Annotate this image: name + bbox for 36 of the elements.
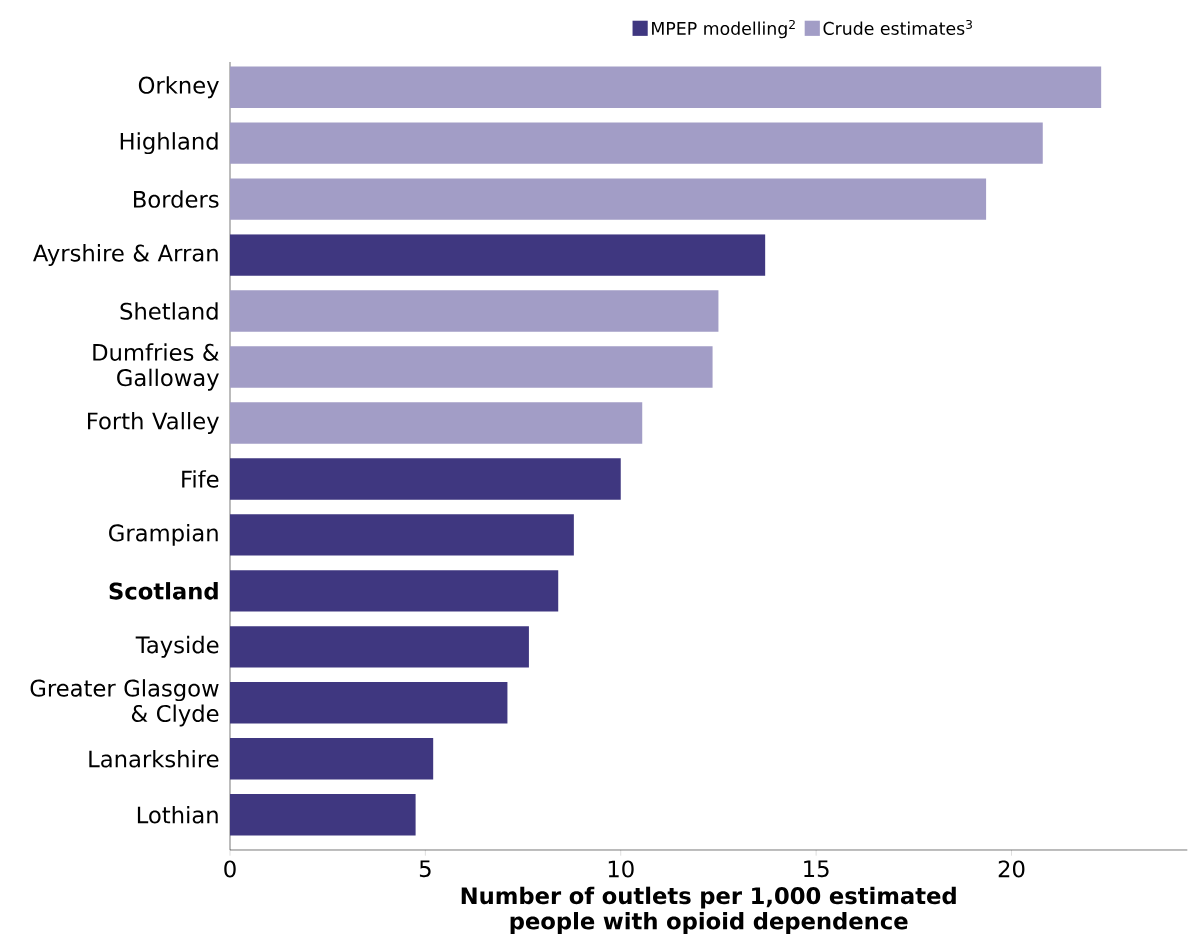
y-tick-label: Lothian [137,805,218,824]
bar [230,66,1102,108]
bar [230,514,574,556]
bar [230,738,434,780]
y-tick-label: Scotland [109,582,218,600]
bar [230,682,508,724]
bar [230,346,713,388]
y-tick-label: Fife [182,470,219,488]
x-tick-label: 0 [224,860,236,878]
y-tick-label: Tayside [135,635,219,658]
x-tick-label: 5 [419,860,431,878]
y-tick-label: Ayrshire & Arran [33,244,218,267]
bar [230,626,529,668]
y-tick-label: Shetland [120,302,218,320]
y-tick-label: Highland [120,132,218,155]
bar [230,122,1043,164]
y-tick-label: Lanarkshire [89,749,219,768]
y-tick-label: Dumfries & Galloway [93,343,219,391]
bar [230,234,766,276]
y-tick-label: Greater Glasgow & Clyde [30,679,219,727]
bar [230,402,643,444]
y-tick-label: Grampian [109,523,218,546]
bar [230,290,719,332]
bar [230,794,416,836]
x-tick-label: 15 [804,860,829,878]
legend-label: Crude estimates$^{3}$ [823,19,972,35]
legend-label: MPEP modelling$^{2}$ [652,19,795,39]
bar [230,570,559,612]
y-tick-label: Borders [134,190,219,208]
y-tick-label: Orkney [138,76,219,99]
x-tick-label: 20 [998,860,1025,878]
bar [230,178,987,220]
x-axis-title: Number of outlets per 1,000 estimated people with opioid dependence [461,886,956,934]
bar [230,458,621,500]
x-tick-label: 10 [608,860,634,878]
y-tick-label: Forth Valley [88,412,219,434]
